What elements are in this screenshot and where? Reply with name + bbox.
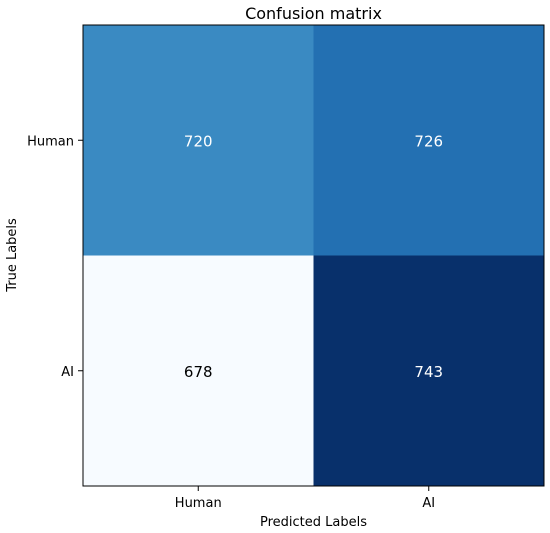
chart-title: Confusion matrix — [245, 4, 382, 23]
plot-frame — [82, 24, 545, 487]
y-axis-label: True Labels — [5, 218, 20, 293]
heatmap-cell — [313, 25, 544, 256]
cell-value-label: 743 — [414, 363, 443, 381]
x-axis-ticks: Human AI — [175, 486, 435, 511]
cell-value-labels: 720 726 678 743 — [184, 132, 443, 381]
cell-value-label: 726 — [414, 132, 443, 150]
x-tick-label: Human — [175, 496, 222, 511]
cell-value-label: 720 — [184, 132, 213, 150]
heatmap-cell — [313, 255, 544, 486]
heatmap-cell — [83, 255, 314, 486]
cell-value-label: 678 — [184, 363, 213, 381]
y-axis-ticks: Human AI — [27, 134, 83, 380]
y-tick-label: Human — [27, 134, 74, 149]
x-tick-label: AI — [422, 496, 435, 511]
y-tick-label: AI — [61, 365, 74, 380]
heatmap-cell — [83, 25, 314, 256]
x-axis-label: Predicted Labels — [260, 515, 367, 530]
heatmap-cells — [83, 25, 544, 486]
